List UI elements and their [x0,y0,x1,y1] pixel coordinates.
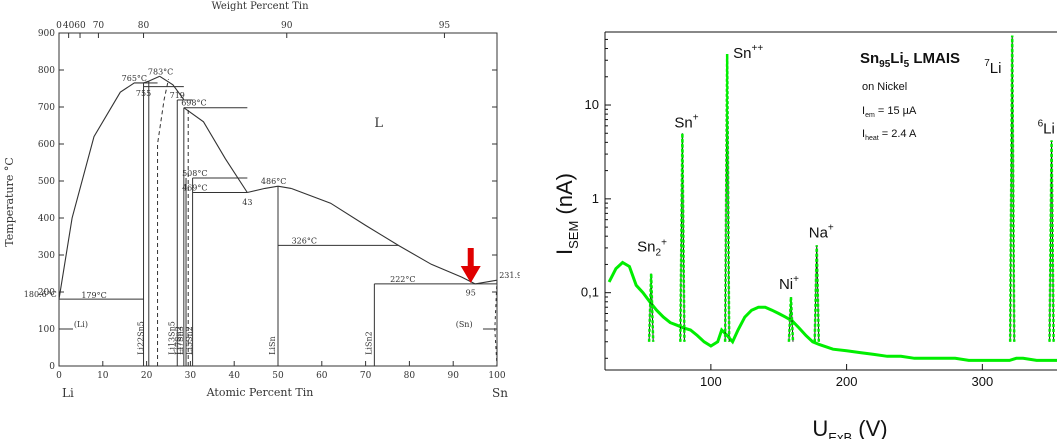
liquidus-curve [58,82,144,300]
annotation-label: 755 [136,89,151,98]
x-tick-label: 300 [971,374,993,389]
peak-label: Sn++ [733,43,763,62]
liquidus-curve [290,187,399,246]
x-tick-label: 40 [228,371,240,381]
x-axis-title: UExB (V) [812,416,887,439]
legend-title: Sn95Li5 LMAIS [860,50,960,70]
liquidus-curve [247,185,292,194]
top-tick-label: 40 [63,21,75,31]
x-tick-label: 90 [447,371,459,381]
annotation-label: 486°C [261,177,286,186]
annotation-label: 698°C [181,99,206,108]
annotation-label: 231.9681°C [499,271,520,280]
phase-formula-label: Li22Sn5 [137,321,146,355]
peak-label: Sn2+ [637,238,667,259]
annotation-label: 326°C [292,236,317,245]
annotation-label: L [374,116,383,131]
marker-arrow-head [460,266,481,283]
annotation-label: 783°C [148,67,173,76]
annotation-label: 719 [170,91,185,100]
x-tick-label: 80 [404,371,416,381]
liquidus-curve [159,75,185,100]
y-tick-label: 0 [49,362,55,372]
annotation-label: 95 [466,289,476,298]
annotation-label: 508°C [182,169,207,178]
annotation-label: 43 [242,198,252,207]
top-axis-title: Weight Percent Tin [211,1,309,12]
spectrum-peak [788,296,794,342]
x-end-right-label: Sn [492,386,508,400]
y-axis-title: ISEM (nA) [552,173,581,255]
spectrum-peak-highlight [1048,140,1055,342]
spectrum-peak-highlight [647,273,655,342]
x-tick-label: 70 [360,371,372,381]
peak-label: Ni+ [779,274,799,293]
top-tick-label: 80 [138,21,150,31]
annotation-label: (Li) [74,320,88,329]
y-tick-label: 600 [38,140,55,150]
bottom-axis-title: Atomic Percent Tin [206,386,314,399]
peak-label: Na+ [809,222,834,241]
legend-line2: Iem = 15 µA [862,105,917,119]
annotation-label: 180.6°C [24,290,57,299]
phase-formula-label: LiSn [268,336,277,355]
annotation-label: (Sn) [456,320,473,329]
phase-formula-label: Li5Sn2 [185,326,194,355]
y-tick-label: 900 [38,29,55,39]
annotation-label: 222°C [390,275,415,284]
x-tick-label: 200 [836,374,858,389]
top-tick-label: 95 [439,21,451,31]
phase-formula-label: Li7Sn3 [176,326,185,355]
annotation-label: 765°C [122,74,147,83]
phase-formula-label: Li7Sn2 [174,326,183,355]
legend: Sn95Li5 LMAIS on Nickel Iem = 15 µA Ihea… [860,50,960,142]
y-tick-label: 300 [38,251,55,261]
y-tick-label: 100 [38,325,55,335]
x-tick-label: 20 [141,371,153,381]
annotation-label: 469°C [182,183,207,192]
peak-label: 6Li [1038,118,1055,137]
top-tick-label: 70 [93,21,105,31]
spectrum-peak-highlight [1008,35,1016,342]
x-tick-label: 50 [272,371,284,381]
y-axis-title: Temperature °C [3,157,16,246]
phase-formula-label: Li13Sn5 [167,321,176,355]
spectrum-peak-highlight [787,296,795,342]
x-end-left-label: Li [62,386,74,400]
mass-spectrum-chart: UExB (V) ISEM (nA) Sn95Li5 LMAIS on Nick… [552,31,1057,439]
legend-line1: on Nickel [862,81,907,93]
y-tick-label: 700 [38,103,55,113]
spectrum-peak-highlight [723,53,731,342]
liquidus-curve [183,107,248,193]
phase-formula-label: LiSn2 [364,331,373,355]
liquidus-curve [398,244,498,285]
y-tick-label: 400 [38,214,55,224]
x-tick-label: 100 [488,371,505,381]
x-tick-label: 0 [56,371,62,381]
top-tick-label: 60 [74,21,86,31]
top-tick-label: 0 [56,21,62,31]
y-tick-label: 0,1 [581,285,599,300]
x-tick-label: 100 [700,374,722,389]
top-tick-label: 90 [281,21,293,31]
spectrum-peak-highlight [813,245,821,342]
spectrum-plot-area: 100 200 300 0,1 1 10 Sn2+ Sn+ Sn++ Ni+ Na+ 7Li 6Li [581,31,1057,389]
annotation-label: 179°C [81,291,106,300]
y-tick-label: 200 [38,288,55,298]
peak-label: 7Li [984,58,1001,77]
y-tick-label: 500 [38,177,55,187]
phase-diagram-chart: Weight Percent Tin Atomic Percent Tin Te… [3,1,520,400]
y-tick-label: 10 [585,97,599,112]
spectrum-baseline-trace [607,260,1057,362]
y-tick-label: 800 [38,66,55,76]
peak-label: Sn+ [674,112,698,131]
legend-line3: Iheat = 2.4 A [862,128,917,142]
y-tick-label: 1 [592,191,599,206]
spectrum-peak-highlight [679,133,686,342]
x-tick-label: 60 [316,371,328,381]
x-tick-label: 10 [97,371,109,381]
x-tick-label: 30 [185,371,197,381]
